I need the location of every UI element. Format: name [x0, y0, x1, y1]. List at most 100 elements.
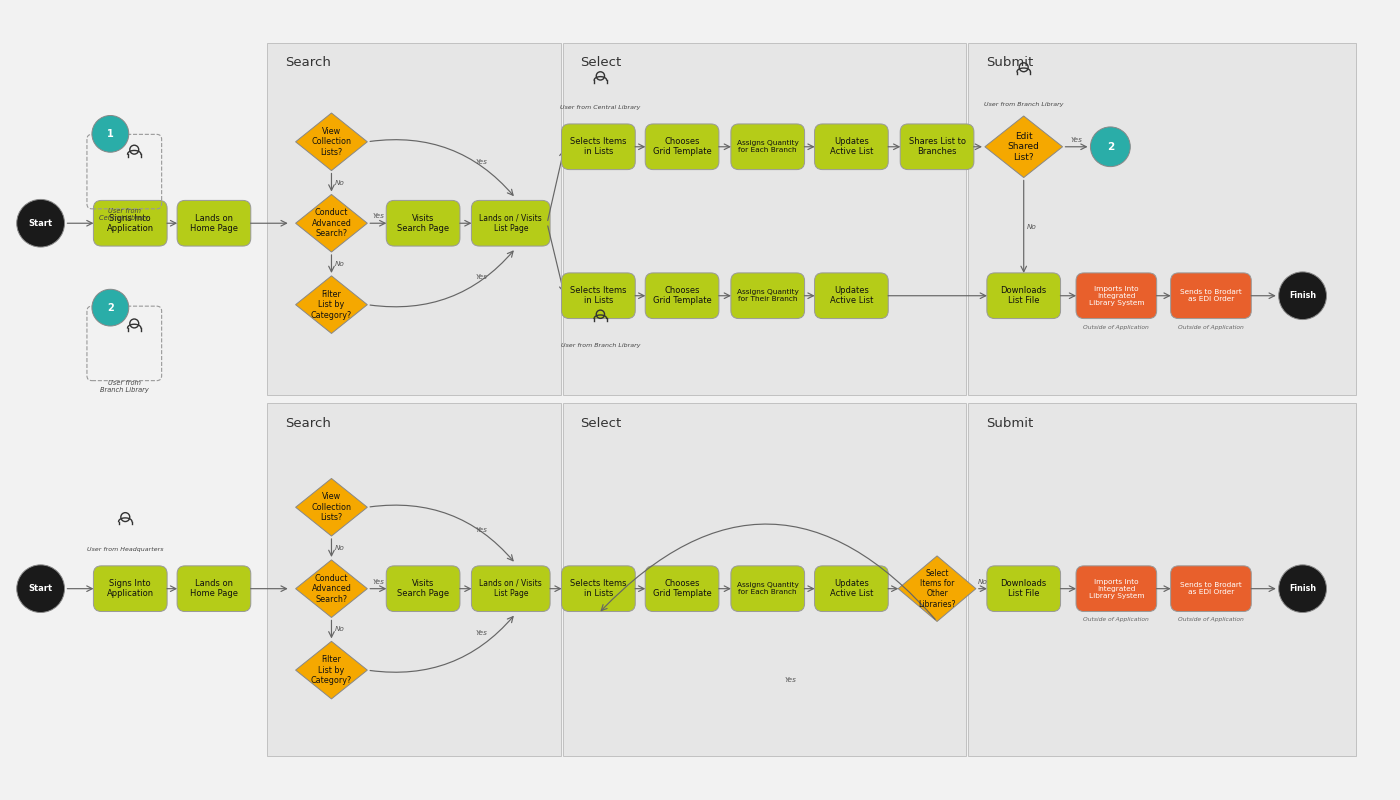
FancyBboxPatch shape [1077, 273, 1156, 318]
Text: User from
Central Library: User from Central Library [99, 208, 150, 222]
Text: Select: Select [581, 57, 622, 70]
Circle shape [17, 199, 64, 247]
Text: User from Headquarters: User from Headquarters [87, 547, 164, 552]
Text: User from Central Library: User from Central Library [560, 105, 641, 110]
Text: 2: 2 [106, 302, 113, 313]
Text: Imports Into
Integrated
Library System: Imports Into Integrated Library System [1089, 578, 1144, 598]
FancyBboxPatch shape [563, 42, 966, 395]
Text: Lands on / Visits
List Page: Lands on / Visits List Page [479, 579, 542, 598]
Text: Selects Items
in Lists: Selects Items in Lists [570, 286, 627, 306]
FancyBboxPatch shape [645, 273, 720, 318]
Text: Assigns Quantity
for Their Branch: Assigns Quantity for Their Branch [736, 290, 798, 302]
FancyBboxPatch shape [561, 566, 636, 611]
Text: Finish: Finish [1289, 291, 1316, 300]
Polygon shape [295, 560, 367, 618]
Text: No: No [335, 179, 344, 186]
FancyBboxPatch shape [815, 124, 888, 170]
Text: Assigns Quantity
for Each Branch: Assigns Quantity for Each Branch [736, 140, 798, 154]
Text: Search: Search [284, 417, 330, 430]
Text: Sends to Brodart
as EDI Order: Sends to Brodart as EDI Order [1180, 290, 1242, 302]
FancyBboxPatch shape [987, 273, 1061, 318]
Circle shape [92, 115, 129, 152]
Text: Yes: Yes [784, 677, 797, 683]
FancyBboxPatch shape [94, 200, 167, 246]
Text: Yes: Yes [372, 578, 384, 585]
Text: 1: 1 [106, 129, 113, 139]
Text: Outside of Application: Outside of Application [1084, 618, 1149, 622]
FancyBboxPatch shape [1170, 273, 1252, 318]
FancyBboxPatch shape [967, 42, 1357, 395]
Text: Outside of Application: Outside of Application [1177, 325, 1243, 330]
FancyBboxPatch shape [561, 124, 636, 170]
Text: User from Branch Library: User from Branch Library [984, 102, 1064, 107]
FancyBboxPatch shape [645, 124, 720, 170]
Text: Visits
Search Page: Visits Search Page [398, 214, 449, 233]
Text: Submit: Submit [986, 417, 1033, 430]
Text: No: No [335, 545, 344, 551]
Text: Lands on
Home Page: Lands on Home Page [190, 214, 238, 233]
Text: Lands on / Visits
List Page: Lands on / Visits List Page [479, 214, 542, 233]
FancyBboxPatch shape [815, 566, 888, 611]
Text: Select
Items for
Other
Libraries?: Select Items for Other Libraries? [918, 569, 956, 609]
Text: Selects Items
in Lists: Selects Items in Lists [570, 579, 627, 598]
Polygon shape [899, 556, 976, 622]
Text: No: No [335, 261, 344, 267]
Text: User from Branch Library: User from Branch Library [560, 343, 640, 348]
FancyBboxPatch shape [1077, 566, 1156, 611]
Polygon shape [295, 642, 367, 699]
Text: Yes: Yes [1071, 137, 1082, 143]
Text: Start: Start [28, 584, 53, 593]
FancyBboxPatch shape [472, 200, 550, 246]
Text: Submit: Submit [986, 57, 1033, 70]
Text: Yes: Yes [476, 274, 487, 280]
FancyBboxPatch shape [176, 200, 251, 246]
Circle shape [17, 565, 64, 613]
FancyBboxPatch shape [267, 403, 560, 755]
FancyBboxPatch shape [731, 124, 805, 170]
Text: View
Collection
Lists?: View Collection Lists? [311, 492, 351, 522]
Text: Filter
List by
Category?: Filter List by Category? [311, 290, 351, 319]
Text: Selects Items
in Lists: Selects Items in Lists [570, 137, 627, 157]
Text: Yes: Yes [372, 214, 384, 219]
Text: No: No [979, 578, 988, 585]
Text: Sends to Brodart
as EDI Order: Sends to Brodart as EDI Order [1180, 582, 1242, 595]
Text: Signs Into
Application: Signs Into Application [106, 214, 154, 233]
Text: Updates
Active List: Updates Active List [830, 286, 874, 306]
Text: Shares List to
Branches: Shares List to Branches [909, 137, 966, 157]
Text: Outside of Application: Outside of Application [1177, 618, 1243, 622]
Text: Conduct
Advanced
Search?: Conduct Advanced Search? [312, 208, 351, 238]
FancyBboxPatch shape [731, 273, 805, 318]
Text: Lands on
Home Page: Lands on Home Page [190, 579, 238, 598]
FancyBboxPatch shape [472, 566, 550, 611]
Text: Select: Select [581, 417, 622, 430]
FancyBboxPatch shape [967, 403, 1357, 755]
FancyBboxPatch shape [900, 124, 974, 170]
Text: Start: Start [28, 218, 53, 228]
Text: Imports Into
Integrated
Library System: Imports Into Integrated Library System [1089, 286, 1144, 306]
Circle shape [1091, 127, 1130, 166]
Text: View
Collection
Lists?: View Collection Lists? [311, 127, 351, 157]
Text: No: No [1026, 224, 1036, 230]
Text: Chooses
Grid Template: Chooses Grid Template [652, 286, 711, 306]
Text: No: No [335, 626, 344, 632]
Polygon shape [984, 116, 1063, 178]
FancyBboxPatch shape [731, 566, 805, 611]
Text: Conduct
Advanced
Search?: Conduct Advanced Search? [312, 574, 351, 603]
Text: Edit
Shared
List?: Edit Shared List? [1008, 132, 1040, 162]
FancyBboxPatch shape [561, 273, 636, 318]
Text: Yes: Yes [476, 630, 487, 636]
Text: 2: 2 [1107, 142, 1114, 152]
FancyBboxPatch shape [267, 42, 560, 395]
Polygon shape [295, 276, 367, 334]
FancyBboxPatch shape [645, 566, 720, 611]
FancyBboxPatch shape [987, 566, 1061, 611]
Circle shape [1278, 565, 1327, 613]
Text: Updates
Active List: Updates Active List [830, 579, 874, 598]
Text: Yes: Yes [476, 158, 487, 165]
FancyBboxPatch shape [563, 403, 966, 755]
Text: Outside of Application: Outside of Application [1084, 325, 1149, 330]
Polygon shape [295, 113, 367, 170]
Polygon shape [295, 194, 367, 252]
Text: Yes: Yes [476, 527, 487, 533]
Text: Signs Into
Application: Signs Into Application [106, 579, 154, 598]
